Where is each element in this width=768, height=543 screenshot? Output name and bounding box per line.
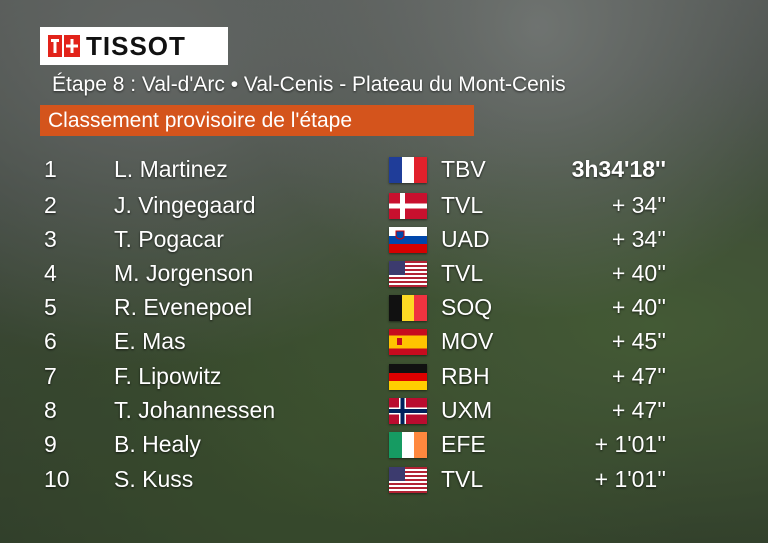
standings-row: 7 F. Lipowitz RBH + 47'' <box>0 359 768 393</box>
standings-row: 4 M. Jorgenson TVL + 40'' <box>0 256 768 290</box>
rider-time: + 40'' <box>611 294 666 320</box>
tissot-cross-icon <box>48 35 80 57</box>
usa-flag-icon <box>389 467 427 493</box>
rider-team: TBV <box>441 156 486 182</box>
rider-name: J. Vingegaard <box>114 192 256 218</box>
rider-time: + 34'' <box>611 192 666 218</box>
tissot-logo: TISSOT <box>40 27 228 65</box>
standings-row: 8 T. Johannessen UXM + 47'' <box>0 393 768 427</box>
rider-name: T. Pogacar <box>114 226 224 252</box>
rider-time: + 45'' <box>611 328 666 354</box>
rider-team: TVL <box>441 260 484 286</box>
standings-row: 5 R. Evenepoel SOQ + 40'' <box>0 290 768 324</box>
standings-row: 10 S. Kuss TVL + 1'01'' <box>0 462 768 496</box>
rider-team: SOQ <box>441 294 493 320</box>
stage-title: Étape 8 : Val-d'Arc • Val-Cenis - Platea… <box>52 73 566 96</box>
france-flag-icon <box>389 157 427 183</box>
standings-row: 1 L. Martinez TBV 3h34'18'' <box>0 152 768 186</box>
rider-name: E. Mas <box>114 328 186 354</box>
rider-rank: 9 <box>44 431 57 457</box>
rider-name: T. Johannessen <box>114 397 276 423</box>
rider-rank: 8 <box>44 397 57 423</box>
rider-rank: 6 <box>44 328 57 354</box>
rider-team: EFE <box>441 431 486 457</box>
rider-time: 3h34'18'' <box>571 156 666 182</box>
standings-row: 2 J. Vingegaard TVL + 34'' <box>0 188 768 222</box>
ireland-flag-icon <box>389 432 427 458</box>
spain-flag-icon <box>389 329 427 355</box>
rider-name: F. Lipowitz <box>114 363 222 389</box>
rider-team: UAD <box>441 226 490 252</box>
standings-row: 9 B. Healy EFE + 1'01'' <box>0 427 768 461</box>
rider-rank: 4 <box>44 260 57 286</box>
rider-rank: 1 <box>44 156 57 182</box>
rider-team: UXM <box>441 397 493 423</box>
rider-team: TVL <box>441 466 484 492</box>
standings-row: 6 E. Mas MOV + 45'' <box>0 324 768 358</box>
rider-name: B. Healy <box>114 431 201 457</box>
rider-time: + 47'' <box>611 397 666 423</box>
standings-row: 3 T. Pogacar UAD + 34'' <box>0 222 768 256</box>
germany-flag-icon <box>389 364 427 390</box>
rider-name: M. Jorgenson <box>114 260 254 286</box>
norway-flag-icon <box>389 398 427 424</box>
rider-name: L. Martinez <box>114 156 228 182</box>
rider-time: + 34'' <box>611 226 666 252</box>
rider-team: RBH <box>441 363 490 389</box>
denmark-flag-icon <box>389 193 427 219</box>
rider-time: + 47'' <box>611 363 666 389</box>
usa-flag-icon <box>389 261 427 287</box>
slovenia-flag-icon <box>389 227 427 253</box>
belgium-flag-icon <box>389 295 427 321</box>
rider-rank: 3 <box>44 226 57 252</box>
rider-rank: 7 <box>44 363 57 389</box>
tissot-wordmark: TISSOT <box>86 30 186 61</box>
rider-time: + 1'01'' <box>594 431 666 457</box>
rider-rank: 2 <box>44 192 57 218</box>
rider-team: MOV <box>441 328 494 354</box>
classification-banner: Classement provisoire de l'étape <box>40 105 474 136</box>
rider-name: R. Evenepoel <box>114 294 253 320</box>
rider-time: + 1'01'' <box>594 466 666 492</box>
rider-rank: 5 <box>44 294 57 320</box>
rider-time: + 40'' <box>611 260 666 286</box>
rider-team: TVL <box>441 192 484 218</box>
rider-name: S. Kuss <box>114 466 194 492</box>
rider-rank: 10 <box>44 466 70 492</box>
